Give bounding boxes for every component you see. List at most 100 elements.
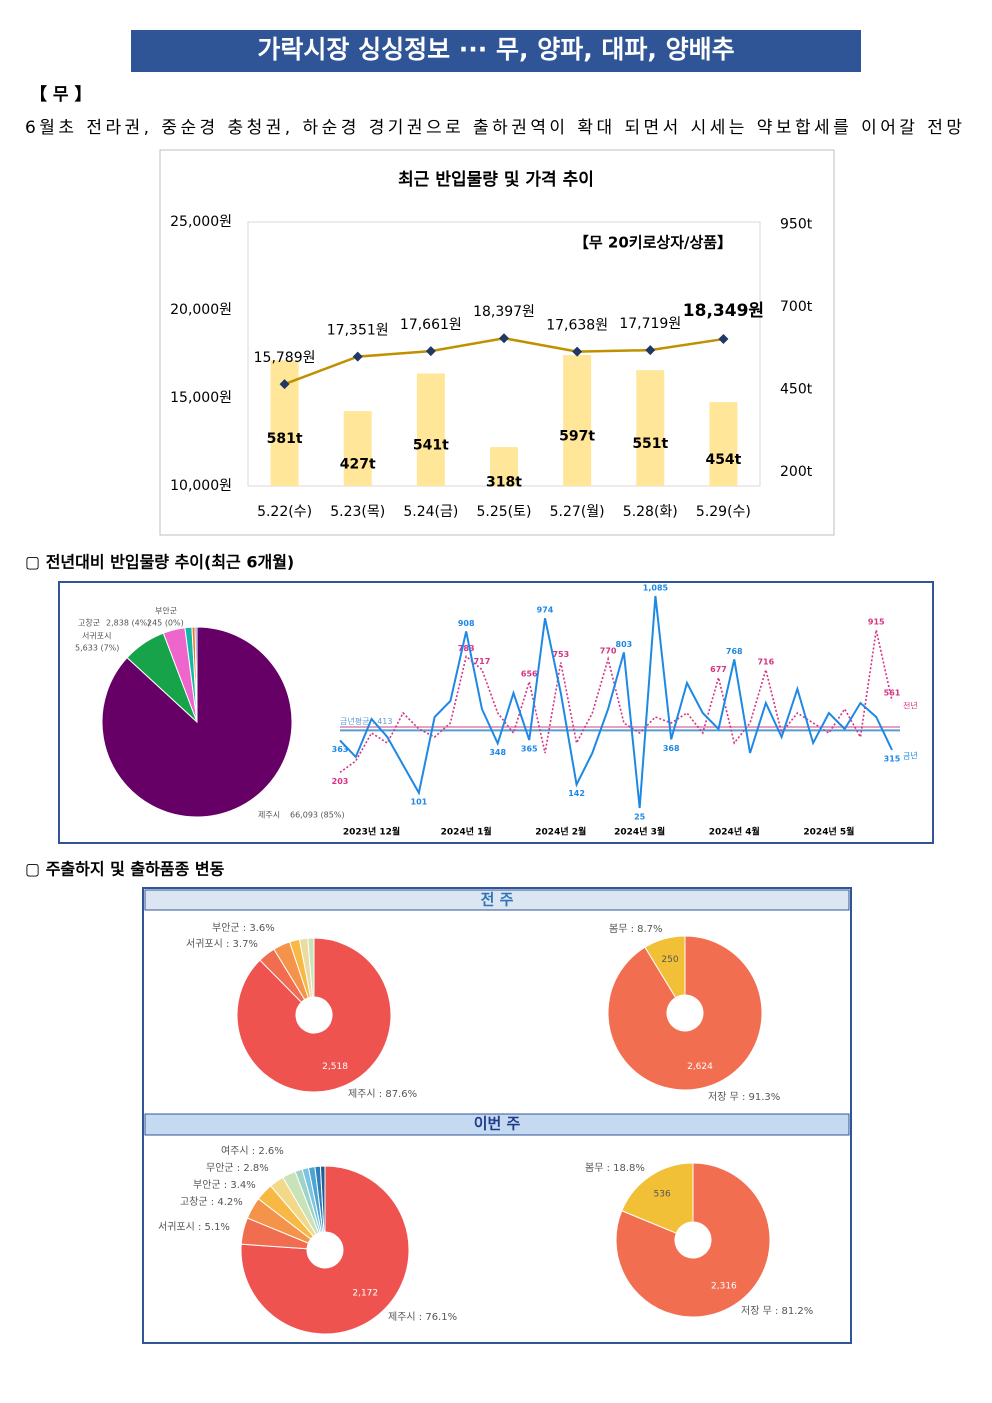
panel-title: 전 주 [481,891,514,909]
series-line [339,629,893,774]
annotation: 【무 20키로상자/상품】 [574,234,732,252]
slice-label: 부안군 : 3.6% [212,922,275,934]
slice-value: 2,316 [711,1282,737,1292]
header-bar [131,30,861,72]
bar [563,354,592,486]
slice-value: 2,838 (4%) [106,619,150,628]
price-label: 17,661원 [400,317,462,333]
section-heading: ▢ 전년대비 반입물량 추이(최근 6개월) [25,553,294,572]
point-label: 753 [552,650,569,659]
slice-label: 부안군 : 3.4% [193,1179,256,1191]
section-title: 【 무 】 [30,84,91,105]
slice-label: 제주시 : 76.1% [388,1311,457,1323]
x-tick-label: 5.29(수) [696,504,751,520]
price-label: 15,789원 [254,350,316,366]
point-label: 803 [616,640,633,649]
header-title: 가락시장 싱싱정보 ··· 무, 양파, 대파, 양배추 [257,35,734,64]
point-label: 1,085 [643,584,669,593]
x-tick-label: 5.28(화) [623,504,678,520]
x-tick-label: 5.22(수) [257,504,312,520]
slice [240,1165,410,1335]
slice-value: 5,633 (7%) [75,644,119,653]
y2-tick-label: 450t [780,382,813,398]
point-label: 203 [332,777,349,786]
y2-tick-label: 700t [780,299,813,315]
point-label: 974 [537,606,554,615]
slice-label: 봄무 : 8.7% [609,923,663,935]
bar-label: 581t [267,431,303,447]
price-label: 18,349원 [683,301,764,321]
price-marker [572,346,583,357]
series-name: 전년 [903,701,918,711]
bar-label: 454t [705,452,741,468]
point-label: 101 [411,797,428,806]
slice-value: 536 [654,1189,671,1199]
slice-label: 제주시 : 87.6% [348,1088,417,1100]
point-label: 25 [634,813,646,822]
price-label: 18,397원 [473,304,535,320]
price-label: 17,351원 [327,323,389,339]
slice [644,935,686,999]
point-label: 561 [884,688,901,697]
average-label: 금년평균 : 413 [340,716,393,726]
series-name: 금년 [903,751,918,761]
bar [490,447,518,486]
x-tick-label: 2024년 4월 [709,826,760,838]
bar-label: 597t [559,428,595,444]
slice-label: 봄무 : 18.8% [585,1162,645,1174]
point-label: 717 [474,657,491,666]
slice-value: 2,624 [687,1062,713,1072]
x-tick-label: 2024년 3월 [614,826,665,838]
slice-value: 2,172 [352,1289,378,1299]
panel-header [144,889,850,911]
point-label: 677 [710,665,727,674]
slice-label: 무안군 : 2.8% [206,1162,269,1174]
bar-label: 318t [486,475,522,491]
price-marker [718,334,729,345]
bar-label: 427t [340,457,376,473]
x-tick-label: 5.25(토) [477,504,532,520]
section-heading: ▢ 주출하지 및 출하품종 변동 [25,860,225,879]
slice-value: 245 (0%) [147,619,184,628]
slice-value: 2,518 [322,1062,348,1072]
x-tick-label: 5.24(금) [403,504,458,520]
x-tick-label: 2023년 12월 [343,826,400,838]
panel-header [144,1113,850,1136]
slice-value: 250 [661,955,678,965]
y-tick-label: 15,000원 [170,390,232,406]
point-label: 142 [568,789,585,798]
point-label: 363 [332,745,349,754]
slice-label: 서귀포시 : 3.7% [186,938,258,950]
slice [607,935,763,1091]
y2-tick-label: 950t [780,217,813,233]
price-marker [499,333,509,344]
price-marker [425,346,436,357]
point-label: 768 [726,647,743,656]
price-marker [352,351,363,362]
summary: 6월초 전라권, 중순경 충청권, 하순경 경기권으로 출하권역이 확대 되면서… [25,118,962,138]
bar-label: 541t [413,438,449,454]
price-marker [279,379,290,390]
point-label: 368 [663,744,680,753]
slice-label: 저장 무 : 91.3% [708,1091,780,1103]
x-tick-label: 2024년 5월 [803,826,854,838]
slice [307,937,315,998]
point-label: 315 [884,755,901,764]
point-label: 716 [757,657,774,666]
slice [621,1162,694,1234]
slice-label: 고창군 : 4.2% [180,1196,243,1208]
y-tick-label: 25,000원 [170,214,232,230]
point-label: 915 [868,618,885,627]
slice [194,626,198,723]
slice [319,1165,326,1233]
y-tick-label: 20,000원 [170,302,232,318]
slice-category: 제주시 [258,811,280,820]
point-label: 783 [458,644,475,653]
slice-category: 고창군 [78,619,100,628]
bar [636,370,665,486]
point-label: 770 [600,647,617,656]
slice-value: 66,093 (85%) [290,811,345,820]
slice-category: 부안군 [155,606,177,616]
series-line [339,595,893,809]
